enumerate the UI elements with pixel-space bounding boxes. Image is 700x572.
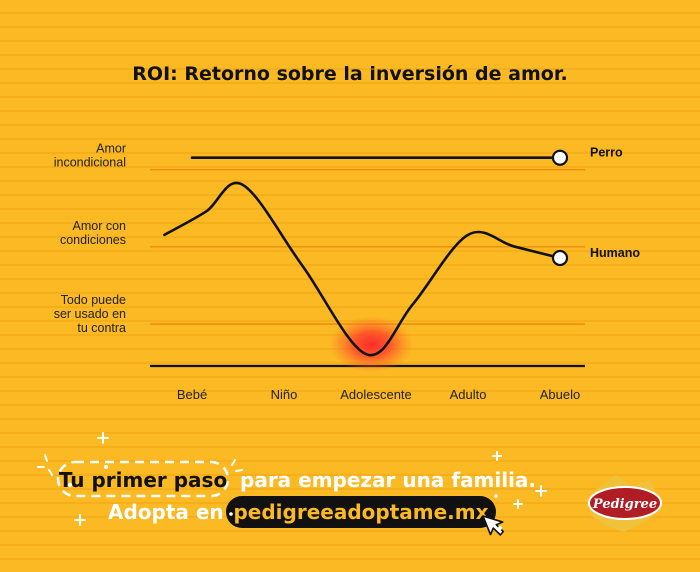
series-label-perro: Perro (590, 146, 623, 160)
y-label-1-line-1: condiciones (60, 233, 126, 247)
logo-text: Pedigree (592, 497, 657, 512)
series-line-humano (163, 181, 562, 357)
y-label-2-line-2: tu contra (77, 321, 126, 335)
x-label-4: Abuelo (540, 387, 580, 402)
footer: Tu primer paso para empezar una familia.… (37, 432, 662, 536)
url-pill[interactable] (226, 496, 496, 528)
y-label-2-line-1: ser usado en (54, 307, 126, 321)
first-step-box (56, 460, 230, 498)
chart-title: ROI: Retorno sobre la inversión de amor. (132, 63, 567, 85)
series-layer (163, 149, 569, 357)
y-label-0-line-1: incondicional (54, 156, 126, 170)
y-label-2-line-0: Todo puede (61, 293, 126, 307)
x-label-3: Adulto (450, 387, 487, 402)
series-end-marker-perro (551, 149, 569, 166)
series-label-humano: Humano (590, 246, 640, 260)
first-step-text: Tu primer paso (59, 468, 227, 492)
series-end-marker-humano (551, 249, 569, 267)
cursor-icon (482, 515, 505, 536)
series-labels: Perro Humano (590, 146, 640, 260)
x-label-1: Niño (271, 387, 298, 402)
sparkle-icon (37, 432, 547, 530)
y-label-1-line-0: Amor con (73, 219, 127, 233)
url-link[interactable]: pedigreeadoptame.mx (233, 500, 488, 524)
highlight-glow (329, 316, 414, 373)
x-axis-labels: Bebé Niño Adolescente Adulto Abuelo (177, 387, 580, 402)
tagline-text: para empezar una familia. (240, 468, 536, 492)
adopt-prefix-text: Adopta en (108, 500, 224, 524)
x-label-2: Adolescente (340, 387, 412, 402)
y-label-0-line-0: Amor (96, 142, 126, 156)
highlight-glow-ellipse (329, 316, 414, 373)
pedigree-logo: Pedigree (586, 475, 662, 532)
x-label-0: Bebé (177, 387, 207, 402)
